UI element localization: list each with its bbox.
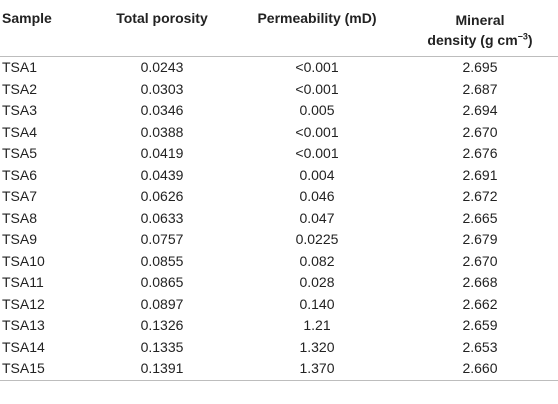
- cell-total-porosity: 0.1391: [92, 358, 232, 381]
- cell-sample: TSA5: [2, 145, 38, 161]
- cell-sample: TSA4: [2, 123, 38, 140]
- cell-permeability: <0.001: [295, 123, 339, 140]
- cell-total-porosity: 0.0855: [140, 252, 184, 269]
- cell-permeability: 0.140: [299, 295, 335, 312]
- header-permeability: Permeability (mD): [257, 10, 377, 26]
- cell-mineral-density: 2.659: [462, 317, 498, 333]
- cell-total-porosity: 0.0633: [140, 209, 184, 226]
- cell-total-porosity: 0.0243: [140, 59, 184, 75]
- cell-total-porosity: 0.0439: [140, 166, 184, 183]
- cell-mineral-density: 2.662: [462, 295, 498, 312]
- cell-permeability: <0.001: [295, 59, 339, 75]
- cell-mineral-density: 2.691: [462, 166, 498, 183]
- cell-total-porosity: 0.1326: [140, 317, 184, 333]
- cell-mineral-density: 2.695: [462, 59, 498, 75]
- cell-total-porosity: 0.0897: [140, 295, 184, 312]
- cell-mineral-density: 2.672: [462, 188, 498, 204]
- cell-total-porosity: 0.0419: [140, 145, 184, 161]
- cell-sample: TSA11: [2, 274, 44, 290]
- cell-permeability: 0.047: [299, 209, 335, 226]
- cell-permeability: 1.21: [303, 317, 331, 333]
- cell-mineral-density: 2.679: [462, 231, 498, 247]
- cell-mineral-density: 2.670: [462, 123, 498, 140]
- table-row: TSA8 0.0633 0.047 2.665: [0, 208, 558, 230]
- cell-sample: TSA7: [2, 188, 38, 204]
- cell-mineral-density: 2.668: [462, 274, 498, 290]
- header-total-porosity: Total porosity: [116, 10, 208, 26]
- cell-mineral-density: 2.694: [462, 102, 498, 118]
- table-row: TSA13 0.1326 1.21 2.659: [0, 315, 558, 337]
- table-row: TSA1 0.0243 <0.001 2.695: [0, 57, 558, 79]
- cell-total-porosity: 0.0757: [140, 231, 184, 247]
- cell-sample: TSA10: [2, 252, 45, 269]
- cell-permeability: 0.046: [299, 188, 335, 204]
- table-row: TSA5 0.0419 <0.001 2.676: [0, 143, 558, 165]
- cell-permeability: 0.0225: [295, 231, 339, 247]
- header-mineral-density: Mineral density (g cm−3): [402, 0, 558, 57]
- table-row: TSA6 0.0439 0.004 2.691: [0, 165, 558, 187]
- cell-mineral-density: 2.676: [462, 145, 498, 161]
- header-mineral-line1: Mineral: [455, 12, 505, 28]
- table-row: TSA14 0.1335 1.320 2.653: [0, 337, 558, 359]
- cell-permeability: 0.004: [299, 166, 335, 183]
- sample-properties-table: Sample Total porosity Permeability (mD) …: [0, 0, 558, 381]
- cell-permeability: 0.028: [299, 274, 335, 290]
- cell-sample: TSA3: [2, 102, 38, 118]
- header-row: Sample Total porosity Permeability (mD) …: [0, 0, 558, 57]
- cell-permeability: 1.370: [232, 358, 402, 381]
- table-row: TSA12 0.0897 0.140 2.662: [0, 294, 558, 316]
- table-row: TSA3 0.0346 0.005 2.694: [0, 100, 558, 122]
- cell-sample: TSA13: [2, 317, 45, 333]
- cell-permeability: <0.001: [295, 145, 339, 161]
- cell-sample: TSA1: [2, 59, 38, 75]
- table-row: TSA11 0.0865 0.028 2.668: [0, 272, 558, 294]
- cell-permeability: <0.001: [295, 80, 339, 97]
- table-row: TSA4 0.0388 <0.001 2.670: [0, 122, 558, 144]
- header-mineral-line2-prefix: density (g cm: [427, 32, 518, 48]
- cell-mineral-density: 2.687: [462, 80, 498, 97]
- cell-sample: TSA15: [0, 358, 92, 381]
- cell-permeability: 1.320: [299, 338, 335, 355]
- cell-mineral-density: 2.653: [462, 338, 498, 355]
- cell-mineral-density: 2.660: [402, 358, 558, 381]
- table-body: TSA1 0.0243 <0.001 2.695 TSA2 0.0303 <0.001 2.6…: [0, 57, 558, 381]
- header-mineral-unit-exponent: −3: [517, 31, 528, 42]
- cell-permeability: 0.005: [299, 102, 335, 118]
- table-row: TSA2 0.0303 <0.001 2.687: [0, 79, 558, 101]
- cell-sample: TSA8: [2, 209, 38, 226]
- cell-total-porosity: 0.1335: [140, 338, 184, 355]
- cell-total-porosity: 0.0626: [140, 188, 184, 204]
- header-mineral-line2-suffix: ): [527, 32, 533, 48]
- cell-sample: TSA9: [2, 231, 38, 247]
- table-row: TSA7 0.0626 0.046 2.672: [0, 186, 558, 208]
- cell-mineral-density: 2.665: [462, 209, 498, 226]
- cell-sample: TSA12: [2, 295, 45, 312]
- table-row: TSA9 0.0757 0.0225 2.679: [0, 229, 558, 251]
- cell-total-porosity: 0.0865: [140, 274, 184, 290]
- table-row: TSA15 0.1391 1.370 2.660: [0, 358, 558, 381]
- cell-permeability: 0.082: [299, 252, 335, 269]
- cell-sample: TSA6: [2, 166, 38, 183]
- header-sample: Sample: [2, 10, 52, 26]
- cell-total-porosity: 0.0346: [140, 102, 184, 118]
- cell-mineral-density: 2.670: [462, 252, 498, 269]
- table-row: TSA10 0.0855 0.082 2.670: [0, 251, 558, 273]
- cell-total-porosity: 0.0388: [140, 123, 184, 140]
- table-header: Sample Total porosity Permeability (mD) …: [0, 0, 558, 57]
- cell-sample: TSA14: [2, 338, 45, 355]
- cell-total-porosity: 0.0303: [140, 80, 184, 97]
- cell-sample: TSA2: [2, 80, 38, 97]
